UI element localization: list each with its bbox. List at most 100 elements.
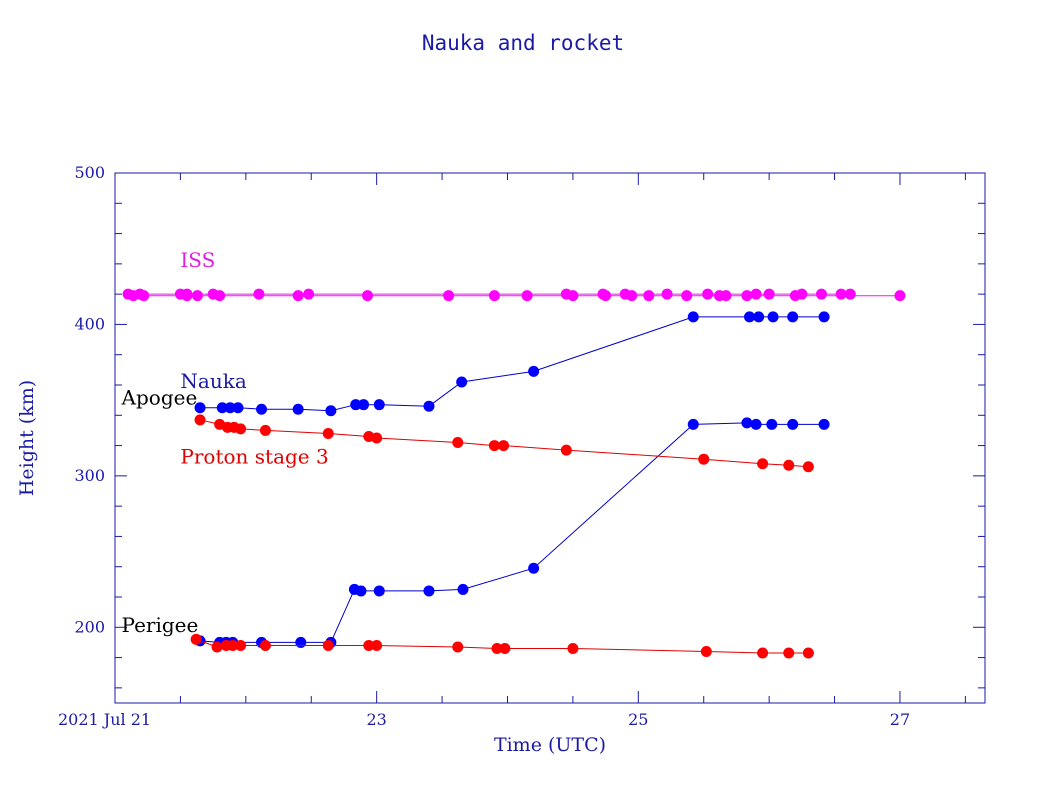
data-point-proton-perigee [452, 641, 464, 653]
data-point-nauka-perigee [687, 418, 699, 430]
data-point-nauka-apogee [818, 311, 830, 323]
data-point-iss-b [894, 290, 906, 302]
data-point-nauka-apogee [358, 399, 370, 411]
data-point-iss-b [567, 290, 579, 302]
data-point-proton-perigee [363, 639, 375, 651]
data-point-iss-b [191, 290, 203, 302]
data-point-nauka-apogee [687, 311, 699, 323]
x-tick-label: 2021 Jul 21 [58, 710, 151, 729]
data-point-iss-b [488, 290, 500, 302]
data-point-proton-perigee [491, 642, 503, 654]
data-point-proton-apogee [194, 414, 206, 426]
data-point-iss-a [702, 288, 714, 300]
data-point-nauka-apogee [767, 311, 779, 323]
series-line-nauka-apogee [200, 316, 825, 412]
data-point-iss-b [443, 290, 455, 302]
data-point-nauka-apogee [456, 376, 468, 388]
label-apogee: Apogee [121, 386, 198, 410]
data-point-iss-b [600, 290, 612, 302]
data-point-proton-perigee [783, 647, 795, 659]
data-point-iss-b [720, 290, 732, 302]
data-point-nauka-perigee [295, 636, 307, 648]
label-perigee: Perigee [122, 613, 199, 637]
y-tick-label: 200 [74, 617, 105, 636]
data-point-nauka-apogee [373, 399, 385, 411]
x-tick-label: 25 [628, 710, 648, 729]
data-point-iss-b [626, 290, 638, 302]
plot-frame [114, 172, 986, 704]
data-point-nauka-apogee [194, 402, 206, 414]
data-point-nauka-apogee [292, 403, 304, 415]
data-point-nauka-apogee [325, 405, 337, 417]
data-point-proton-apogee [371, 432, 383, 444]
data-point-iss-b [138, 290, 150, 302]
data-point-proton-apogee [259, 424, 271, 436]
data-point-nauka-apogee [216, 402, 228, 414]
data-point-iss-b [214, 290, 226, 302]
x-axis-title: Time (UTC) [494, 734, 606, 756]
data-point-nauka-apogee [224, 402, 236, 414]
y-axis-title: Height (km) [16, 380, 38, 496]
data-point-iss-b [521, 290, 533, 302]
data-point-proton-perigee [802, 647, 814, 659]
data-point-nauka-perigee [355, 585, 367, 597]
data-point-nauka-perigee [528, 562, 540, 574]
y-tick-label: 400 [74, 314, 105, 333]
data-point-proton-perigee [227, 639, 239, 651]
data-point-iss-b [643, 290, 655, 302]
data-point-iss-a [835, 288, 847, 300]
data-point-nauka-apogee [256, 403, 268, 415]
data-point-nauka-perigee [457, 583, 469, 595]
data-point-iss-a [750, 288, 762, 300]
data-point-proton-perigee [499, 642, 511, 654]
data-point-nauka-apogee [744, 311, 756, 323]
data-point-nauka-apogee [528, 365, 540, 377]
data-point-iss-b [292, 290, 304, 302]
data-point-iss-a [303, 288, 315, 300]
label-nauka: Nauka [180, 369, 246, 393]
data-point-proton-perigee [259, 639, 271, 651]
data-point-nauka-apogee [787, 311, 799, 323]
y-tick-label: 300 [74, 466, 105, 485]
data-point-nauka-apogee [350, 399, 362, 411]
data-point-proton-apogee [802, 461, 814, 473]
plot-area: 200 300 400 500 2021 Jul 21 23 25 27 ISS NaukaApo… [58, 163, 986, 729]
data-point-nauka-perigee [818, 418, 830, 430]
data-point-proton-apogee [452, 437, 464, 449]
data-point-nauka-perigee [750, 418, 762, 430]
data-point-proton-apogee [235, 423, 247, 435]
data-point-proton-perigee [757, 647, 769, 659]
data-point-proton-apogee [698, 453, 710, 465]
data-point-iss-a [253, 288, 265, 300]
data-point-proton-apogee [560, 444, 572, 456]
data-point-iss-b [361, 290, 373, 302]
data-point-iss-b [681, 290, 693, 302]
data-point-iss-b [789, 290, 801, 302]
data-point-iss-a [815, 288, 827, 300]
data-point-proton-perigee [700, 646, 712, 658]
data-point-nauka-apogee [232, 402, 244, 414]
data-point-proton-perigee [322, 639, 334, 651]
chart-title: Nauka and rocket [422, 31, 624, 55]
data-point-proton-perigee [211, 641, 223, 653]
data-point-iss-a [661, 288, 673, 300]
data-point-nauka-perigee [787, 418, 799, 430]
data-point-proton-apogee [757, 458, 769, 470]
data-point-iss-a [763, 288, 775, 300]
data-point-iss-a [844, 288, 856, 300]
data-point-nauka-apogee [753, 311, 765, 323]
x-tick-label: 23 [366, 710, 386, 729]
data-point-proton-perigee [371, 639, 383, 651]
data-point-proton-perigee [190, 633, 202, 645]
data-point-nauka-perigee [373, 585, 385, 597]
data-point-nauka-perigee [423, 585, 435, 597]
y-tick-label: 500 [74, 163, 105, 182]
label-iss: ISS [180, 248, 215, 272]
data-point-nauka-perigee [766, 418, 778, 430]
data-point-proton-perigee [235, 639, 247, 651]
data-point-proton-perigee [567, 642, 579, 654]
label-proton: Proton stage 3 [180, 445, 328, 469]
data-point-proton-apogee [498, 440, 510, 452]
data-point-iss-b [127, 290, 139, 302]
